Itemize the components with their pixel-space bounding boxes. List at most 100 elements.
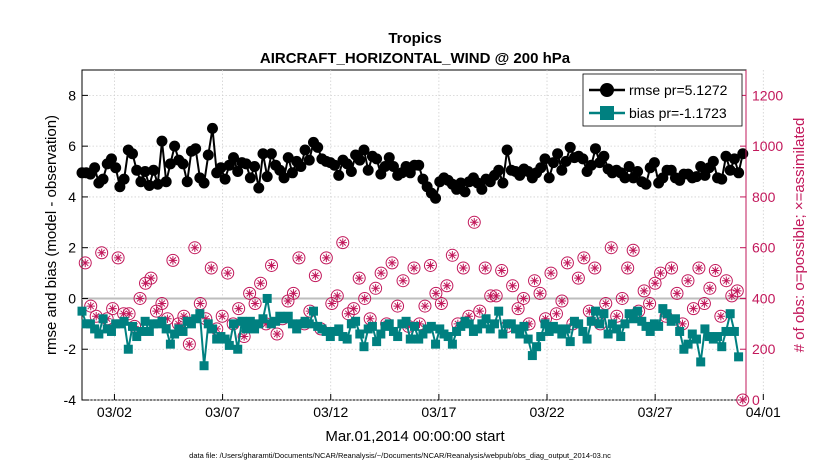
obs-count-point [221,266,235,280]
obs-possible-marker [686,302,700,316]
obs-assimilated-marker [491,291,501,301]
bias-point [161,324,171,334]
bias-point [165,339,175,349]
obs-count-point [686,302,700,316]
obs-count-point [467,215,481,229]
legend: rmse pr=5.1272 bias pr=-1.1723 [582,73,743,127]
bias-point [590,306,600,316]
bias-point [641,321,651,331]
obs-count-point [489,289,503,303]
obs-assimilated-marker [365,314,375,323]
rmse-point [160,176,172,188]
obs-count-point [615,291,629,305]
rmse-point [152,178,164,190]
y-tick-label: 0 [68,290,76,306]
rmse-point [156,135,168,147]
obs-possible-marker [265,258,279,272]
bias-point [675,326,685,336]
obs-count-point [708,264,722,278]
obs-possible-marker [626,243,640,257]
obs-possible-marker [506,279,520,293]
bias-point [540,319,550,329]
bias-point [388,326,398,336]
rmse-point [127,148,139,160]
obs-assimilated-marker [201,314,210,323]
obs-assimilated-marker [475,306,484,316]
x-tick-label: 03/07 [205,404,240,420]
obs-assimilated-marker [108,304,117,313]
obs-possible-marker [654,266,668,280]
obs-count-point [407,261,421,275]
obs-assimilated-marker [179,312,189,321]
obs-assimilated-marker [486,291,495,301]
obs-count-point [681,274,695,288]
bias-point [447,339,457,349]
rmse-point [413,159,425,171]
bias-point [144,326,154,336]
obs-possible-marker [445,248,459,262]
bias-point [325,332,335,342]
bias-point [624,309,634,319]
obs-assimilated-marker [256,279,265,288]
obs-count-point [560,256,574,270]
obs-assimilated-marker [218,312,227,321]
obs-assimilated-marker [344,309,353,318]
obs-assimilated-marker [360,294,369,303]
y-axis-label: rmse and bias (model - observation) [43,115,60,355]
obs-possible-marker [670,286,684,300]
y-tick-label: 4 [68,189,76,205]
obs-assimilated-marker [464,312,473,321]
bias-point [271,316,281,326]
bias-point [414,334,424,344]
bias-point [258,314,268,324]
obs-assimilated-marker [530,276,539,285]
bias-point [304,319,314,329]
bias-point [713,332,723,342]
obs-count-point [549,307,563,321]
obs-assimilated-marker [552,309,561,318]
rmse-point [535,162,547,174]
bias-point [654,321,664,331]
obs-count-point [243,286,257,300]
obs-count-point [719,274,733,288]
bias-point [498,329,508,339]
bias-point [645,326,655,336]
rmse-point [143,180,155,191]
bias-point [536,332,546,342]
bias-point [410,321,420,331]
obs-assimilated-marker [722,276,731,285]
obs-count-point [215,309,229,323]
chart-subtitle: AIRCRAFT_HORIZONTAL_WIND @ 200 hPa [260,50,571,67]
obs-count-point [144,271,158,285]
obs-assimilated-marker [513,304,523,313]
bias-point [628,314,638,324]
rmse-point [240,158,252,170]
obs-assimilated-marker [234,304,243,313]
bias-point [308,306,318,316]
bias-point [595,319,605,329]
bias-point [128,321,138,331]
obs-possible-marker [615,291,629,305]
rmse-point [358,144,370,156]
bias-point [700,324,710,334]
rmse-point [585,159,597,171]
y2-tick-label: 800 [752,189,776,205]
obs-count-point [571,271,585,285]
rmse-point [131,164,143,176]
obs-assimilated-marker [272,329,282,339]
obs-possible-marker [319,251,333,265]
obs-count-point [122,307,136,321]
bias-point [586,316,596,326]
obs-possible-marker [396,274,410,288]
bias-point [506,319,516,329]
obs-assimilated-marker [689,304,698,313]
rmse-point [728,153,740,165]
obs-assimilated-marker [601,299,610,308]
obs-assimilated-marker [294,253,304,263]
rmse-point [733,167,745,179]
rmse-point [164,158,176,170]
bias-point [94,329,104,339]
obs-count-point [517,291,531,305]
obs-assimilated-marker [546,268,556,278]
obs-count-point [423,258,437,272]
